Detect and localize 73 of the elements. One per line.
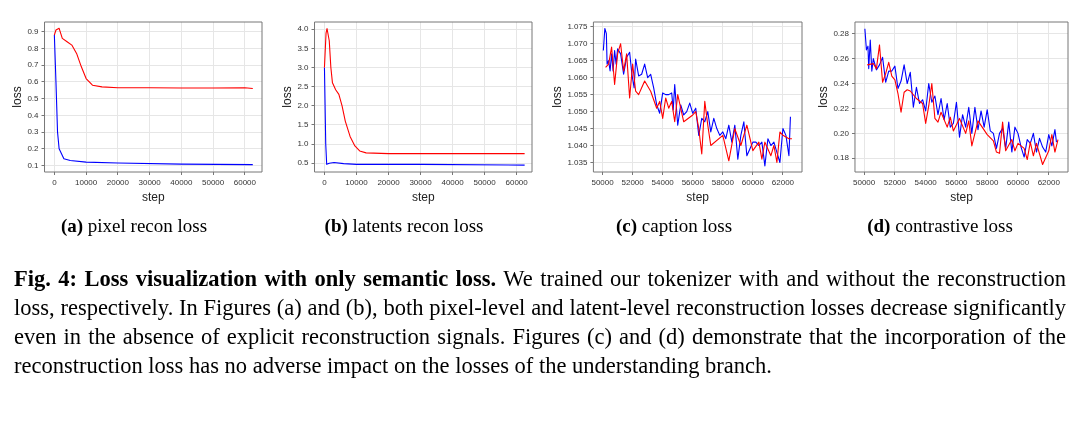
y-tick-label: 4.0 <box>297 24 310 34</box>
y-tick-label: 0.8 <box>27 43 40 53</box>
x-tick-label: 50000 <box>201 178 225 187</box>
y-tick-label: 0.1 <box>27 160 40 170</box>
y-tick-label: 1.060 <box>567 72 588 82</box>
y-tick-label: 1.075 <box>567 21 588 31</box>
x-tick-label: 40000 <box>441 178 465 187</box>
x-tick-label: 52000 <box>621 178 645 187</box>
y-tick-label: 1.070 <box>567 38 588 48</box>
text: (a) pixel recon loss <box>59 215 209 237</box>
y-tick-label: 0.28 <box>833 28 850 38</box>
y-tick-label: 0.6 <box>27 77 40 87</box>
text: (b) latents recon loss <box>323 215 485 237</box>
x-axis-title: step <box>141 190 165 205</box>
y-tick-label: 2.0 <box>297 101 310 110</box>
y-tick-label: 0.5 <box>27 93 40 103</box>
x-tick-label: 54000 <box>914 178 938 187</box>
y-tick-label: 0.20 <box>833 128 850 138</box>
x-tick-label: 10000 <box>345 178 369 187</box>
y-tick-label: 1.035 <box>567 157 588 167</box>
y-tick-label: 0.26 <box>833 53 850 63</box>
y-tick-label: 0.7 <box>27 60 40 70</box>
x-tick-label: 20000 <box>377 178 401 187</box>
x-tick-label: 50000 <box>591 178 615 187</box>
y-tick-label: 1.065 <box>567 55 588 65</box>
x-tick-label: 20000 <box>106 178 130 187</box>
y-tick-label: 0.9 <box>27 26 40 36</box>
y-tick-label: 1.5 <box>297 120 310 130</box>
x-tick-label: 58000 <box>976 178 999 187</box>
y-tick-label: 0.3 <box>27 127 40 137</box>
x-axis-title: step <box>686 190 710 205</box>
x-tick-label: 50000 <box>473 178 497 187</box>
y-tick-label: 1.040 <box>567 140 588 150</box>
x-tick-label: 52000 <box>883 178 907 187</box>
x-tick-label: 60000 <box>741 178 765 187</box>
y-axis-title: loss <box>279 86 294 108</box>
x-tick-label: 54000 <box>651 178 675 187</box>
text: (d) contrastive loss <box>866 215 1014 237</box>
x-tick-label: 10000 <box>74 178 98 187</box>
x-tick-label: 30000 <box>138 178 162 187</box>
x-tick-label: 0 <box>52 178 58 187</box>
caption: Fig. 4: Loss visualization with only semantic loss. <box>14 266 497 291</box>
y-tick-label: 0.24 <box>833 78 850 88</box>
x-tick-label: 50000 <box>852 178 876 187</box>
x-tick-label: 60000 <box>233 178 257 187</box>
y-tick-label: 0.22 <box>833 103 850 113</box>
x-tick-label: 62000 <box>1037 178 1061 187</box>
y-tick-label: 3.0 <box>297 62 310 72</box>
x-tick-label: 30000 <box>409 178 433 187</box>
x-tick-label: 56000 <box>681 178 705 187</box>
x-tick-label: 56000 <box>945 178 969 187</box>
y-tick-label: 0.4 <box>27 110 40 120</box>
y-tick-label: 1.0 <box>297 139 310 149</box>
y-tick-label: 1.045 <box>567 123 588 133</box>
y-axis-title: loss <box>815 86 830 108</box>
y-axis-title: loss <box>9 86 24 108</box>
y-tick-label: 1.055 <box>567 89 588 99</box>
x-axis-title: step <box>950 190 974 205</box>
y-axis-title: loss <box>549 86 564 108</box>
x-tick-label: 60000 <box>505 178 529 187</box>
x-axis-title: step <box>411 190 435 205</box>
x-tick-label: 60000 <box>1006 178 1030 187</box>
x-tick-label: 0 <box>322 178 328 187</box>
y-tick-label: 2.5 <box>297 81 310 91</box>
x-tick-label: 62000 <box>771 178 795 187</box>
x-tick-label: 40000 <box>170 178 194 187</box>
y-tick-label: 0.5 <box>297 158 310 168</box>
text: (c) caption loss <box>614 215 734 237</box>
y-tick-label: 1.050 <box>567 106 588 116</box>
y-tick-label: 0.2 <box>27 143 40 153</box>
y-tick-label: 3.5 <box>297 43 310 53</box>
y-tick-label: 0.18 <box>833 153 850 163</box>
x-tick-label: 58000 <box>711 178 735 187</box>
